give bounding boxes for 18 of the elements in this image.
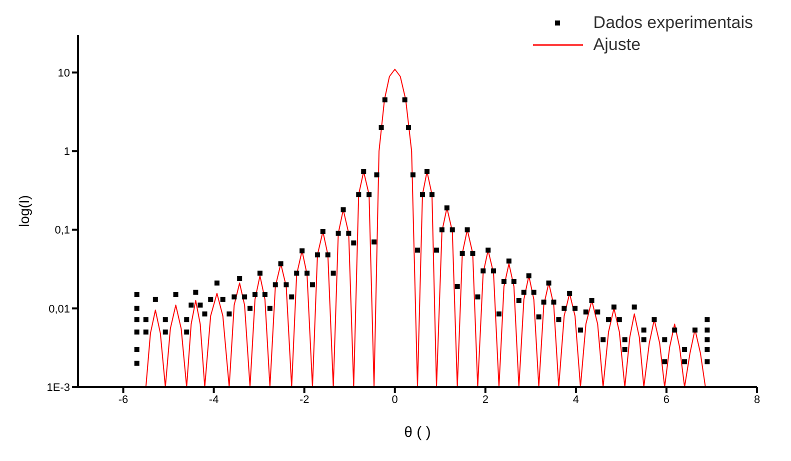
y-tick-label: 0,01 <box>48 303 70 316</box>
y-tick-label: 10 <box>58 67 70 80</box>
x-tick-label: -2 <box>299 394 310 406</box>
y-tick-label: 1 <box>64 146 70 158</box>
x-tick-label: -6 <box>118 394 128 406</box>
legend-label: Ajuste <box>593 34 641 56</box>
x-tick-label: 4 <box>572 394 579 406</box>
x-tick-label: -4 <box>208 394 219 406</box>
x-tick-label: 8 <box>754 394 760 406</box>
y-tick-label: 0,1 <box>54 224 70 237</box>
x-axis-title: θ ( ) <box>404 424 431 441</box>
legend-label: Dados experimentais <box>593 12 753 34</box>
x-tick-label: 0 <box>392 394 398 406</box>
x-tick-label: 2 <box>482 394 488 406</box>
line-series <box>145 68 706 387</box>
y-axis-title: log(I) <box>16 195 32 227</box>
y-tick-label: 1E-3 <box>46 382 70 394</box>
x-tick-label: 6 <box>663 394 670 406</box>
